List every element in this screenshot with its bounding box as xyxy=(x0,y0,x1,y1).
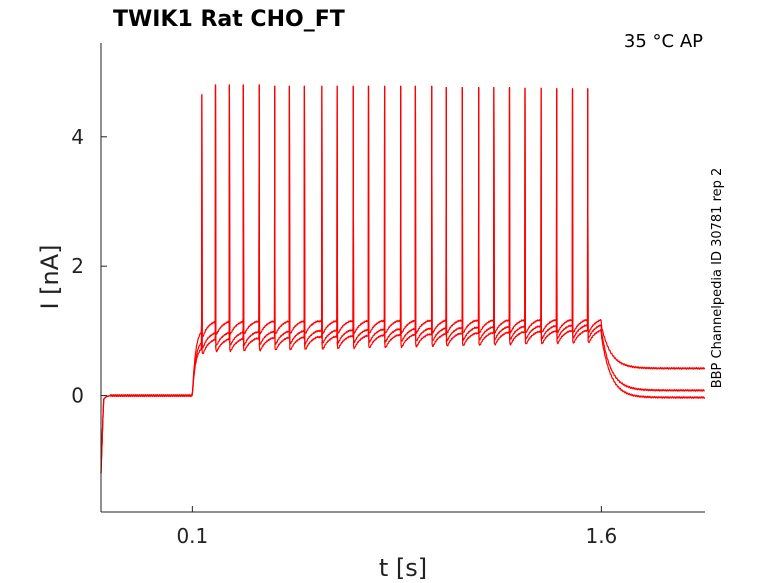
x-tick-label: 1.6 xyxy=(585,524,617,548)
trace-3 xyxy=(100,84,706,474)
x-tick-label: 0.1 xyxy=(176,524,208,548)
y-axis-label: I [nA] xyxy=(36,244,64,309)
x-axis-label: t [s] xyxy=(379,554,427,582)
side-label: BBP Channelpedia ID 30781 rep 2 xyxy=(710,168,725,389)
y-ticks: 0 2 4 xyxy=(71,125,107,408)
trace-1 xyxy=(100,84,706,474)
chart-title: TWIK1 Rat CHO_FT xyxy=(113,7,345,32)
trace-2 xyxy=(100,84,705,474)
chart-annotation: 35 °C AP xyxy=(624,31,703,52)
y-tick-label: 2 xyxy=(71,254,84,278)
y-tick-label: 0 xyxy=(71,384,84,408)
x-ticks: 0.1 1.6 xyxy=(176,506,617,548)
current-traces xyxy=(100,84,706,474)
y-tick-label: 4 xyxy=(71,125,84,149)
